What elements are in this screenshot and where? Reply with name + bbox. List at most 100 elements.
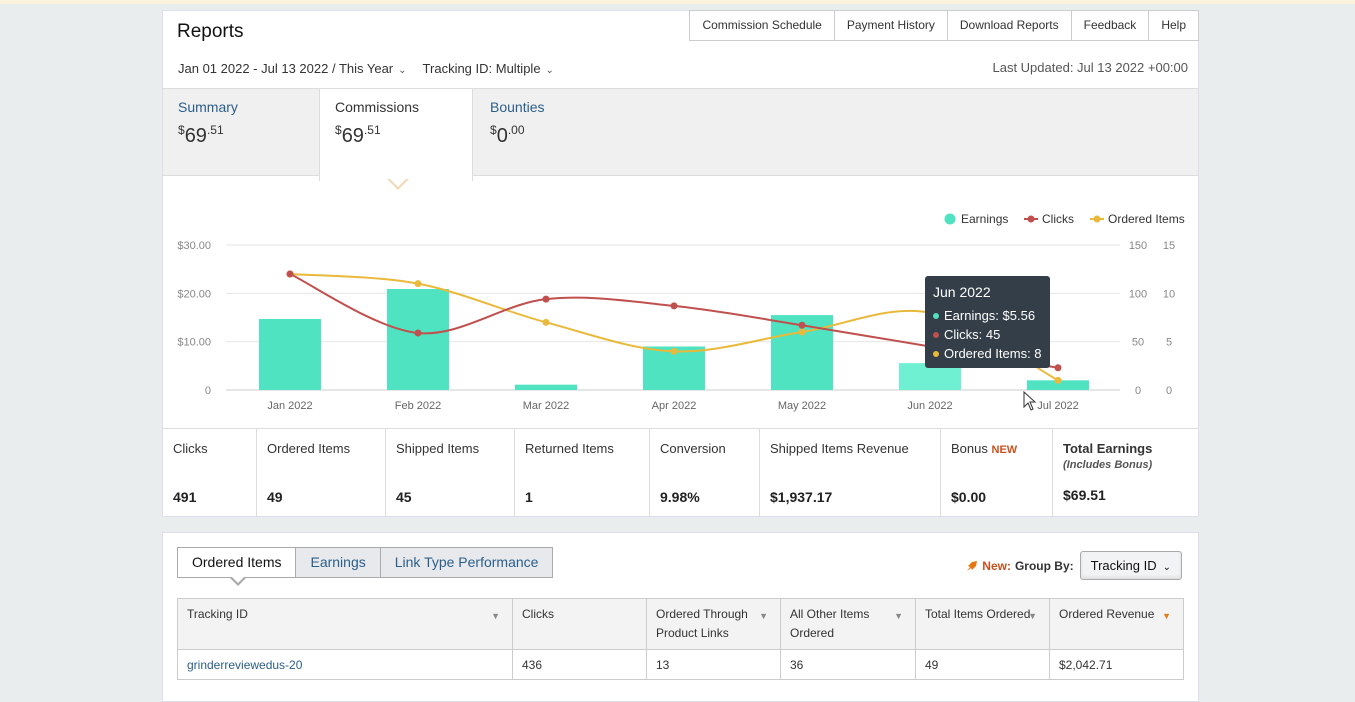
tab-summary-amount: $69.51: [178, 123, 224, 147]
x-axis-tick-label: Jul 2022: [1037, 400, 1079, 412]
x-axis-tick-label: Apr 2022: [652, 400, 697, 412]
y-axis-tick-label: $20.00: [177, 288, 211, 300]
y-axis-tick-label: $30.00: [177, 240, 211, 252]
y3-axis-tick-label: 15: [1163, 240, 1175, 252]
payment-history-link[interactable]: Payment History: [834, 10, 948, 41]
filters: Jan 01 2022 - Jul 13 2022 / This Year ⌄ T…: [178, 61, 554, 76]
group-by-select[interactable]: Tracking ID ⌄: [1079, 551, 1182, 580]
tab-bounties-amount: $0.00: [490, 123, 525, 147]
feedback-link[interactable]: Feedback: [1071, 10, 1150, 41]
group-by-label: Group By:: [1014, 558, 1074, 573]
new-badge: NEW: [991, 444, 1018, 456]
y3-axis-tick-label: 5: [1166, 337, 1172, 349]
clicks-point: [1054, 364, 1062, 372]
cell-ordered-revenue: $2,042.71: [1049, 649, 1184, 680]
col-ordered-through[interactable]: Ordered Through Product Links ▼: [646, 598, 781, 650]
legend-dot-icon: [1093, 215, 1101, 223]
legend-dot-icon: [1027, 215, 1035, 223]
cell-clicks: 436: [512, 649, 647, 680]
earnings-bar: [1027, 380, 1089, 390]
ordered-items-point: [414, 280, 422, 288]
tracking-id-dropdown[interactable]: Tracking ID: Multiple ⌄: [423, 61, 554, 76]
legend-label: Ordered Items: [1108, 212, 1185, 226]
col-ordered-revenue[interactable]: Ordered Revenue ▼: [1049, 598, 1184, 650]
stats-row: Clicks 491 Ordered Items 49 Shipped Items 4…: [163, 428, 1198, 517]
tab-earnings[interactable]: Earnings: [296, 547, 381, 578]
sort-active-icon: ▼: [1162, 611, 1171, 621]
table-row: grinderreviewedus-20 436 13 36 49 $2,042…: [177, 649, 1184, 680]
cell-ordered-through: 13: [646, 649, 781, 680]
date-range-dropdown[interactable]: Jan 01 2022 - Jul 13 2022 / This Year ⌄: [178, 61, 407, 76]
earnings-bar: [259, 318, 321, 390]
stat-ordered-items: Ordered Items 49: [257, 429, 386, 517]
x-axis-tick-label: Jun 2022: [907, 400, 952, 412]
col-all-other[interactable]: All Other Items Ordered ▼: [780, 598, 916, 650]
rocket-icon: [967, 560, 978, 571]
clicks-point: [414, 329, 422, 337]
earnings-bar: [387, 288, 449, 390]
summary-tabs: Summary $69.51 Commissions $69.51 Bounti…: [163, 88, 1198, 181]
ordered-items-point: [542, 318, 550, 326]
clicks-point: [798, 321, 806, 329]
commission-schedule-link[interactable]: Commission Schedule: [689, 10, 835, 41]
download-reports-link[interactable]: Download Reports: [947, 10, 1072, 41]
details-panel: Ordered Items Earnings Link Type Perform…: [162, 532, 1199, 702]
last-updated: Last Updated: Jul 13 2022 +00:00: [992, 60, 1188, 75]
tab-summary-label: Summary: [178, 99, 238, 115]
tooltip-earnings: Earnings: $5.56: [933, 306, 1042, 325]
detail-tabs: Ordered Items Earnings Link Type Perform…: [177, 547, 554, 578]
tab-bounties[interactable]: Bounties $0.00: [475, 89, 629, 177]
tab-commissions-label: Commissions: [335, 99, 420, 115]
clicks-point: [670, 302, 678, 310]
tab-commissions[interactable]: Commissions $69.51: [319, 89, 473, 181]
col-total-items[interactable]: Total Items Ordered ▼: [915, 598, 1050, 650]
col-tracking-id[interactable]: Tracking ID ▼: [177, 598, 513, 650]
top-links: Commission Schedule Payment History Down…: [689, 10, 1199, 41]
y2-axis-tick-label: 100: [1129, 288, 1147, 300]
ordered-items-point: [670, 347, 678, 355]
date-range-label: Jan 01 2022 - Jul 13 2022 / This Year: [178, 61, 394, 76]
tab-link-type-performance[interactable]: Link Type Performance: [380, 547, 554, 578]
legend-label: Earnings: [961, 212, 1008, 226]
sort-icon: ▼: [894, 611, 903, 621]
reports-panel: Reports Commission Schedule Payment Hist…: [162, 10, 1199, 517]
y2-axis-tick-label: 150: [1129, 240, 1147, 252]
tracking-id-link[interactable]: grinderreviewedus-20: [177, 649, 513, 680]
tab-bounties-label: Bounties: [490, 99, 545, 115]
chart-tooltip: Jun 2022 Earnings: $5.56 Clicks: 45 Orde…: [925, 276, 1050, 368]
sort-icon: ▼: [1028, 611, 1037, 621]
group-by: New: Group By: Tracking ID ⌄: [965, 551, 1182, 580]
tooltip-title: Jun 2022: [933, 284, 991, 300]
help-link[interactable]: Help: [1149, 10, 1199, 41]
tab-summary[interactable]: Summary $69.51: [163, 89, 317, 177]
chevron-down-icon: ⌄: [398, 65, 407, 76]
tab-commissions-amount: $69.51: [335, 123, 381, 147]
sort-icon: ▼: [491, 611, 500, 621]
stat-bonus: Bonus NEW $0.00: [941, 429, 1053, 517]
chevron-down-icon: ⌄: [1162, 562, 1171, 573]
legend-label: Clicks: [1042, 212, 1074, 226]
cell-total-items: 49: [915, 649, 1050, 680]
col-clicks[interactable]: Clicks: [512, 598, 647, 650]
ordered-items-point: [798, 328, 806, 336]
stat-shipped-revenue: Shipped Items Revenue $1,937.17: [760, 429, 941, 517]
tooltip-ordered: Ordered Items: 8: [933, 344, 1042, 363]
earnings-bar: [515, 384, 577, 390]
top-strip: [0, 0, 1355, 4]
x-axis-tick-label: Mar 2022: [523, 400, 569, 412]
legend-earnings-icon: [944, 213, 956, 225]
chevron-down-icon: ⌄: [545, 65, 554, 76]
y2-axis-tick-label: 0: [1135, 385, 1141, 397]
tooltip-clicks: Clicks: 45: [933, 325, 1042, 344]
y3-axis-tick-label: 0: [1166, 385, 1172, 397]
clicks-point: [286, 270, 294, 278]
tracking-id-label: Tracking ID: Multiple: [422, 61, 541, 76]
cell-all-other: 36: [780, 649, 916, 680]
stat-total-earnings: Total Earnings (Includes Bonus) $69.51: [1063, 441, 1153, 503]
clicks-point: [542, 295, 550, 303]
x-axis-tick-label: May 2022: [778, 400, 826, 412]
tab-ordered-items[interactable]: Ordered Items: [177, 547, 297, 578]
mouse-pointer-icon: [1023, 391, 1037, 411]
stat-shipped-items: Shipped Items 45: [386, 429, 515, 517]
